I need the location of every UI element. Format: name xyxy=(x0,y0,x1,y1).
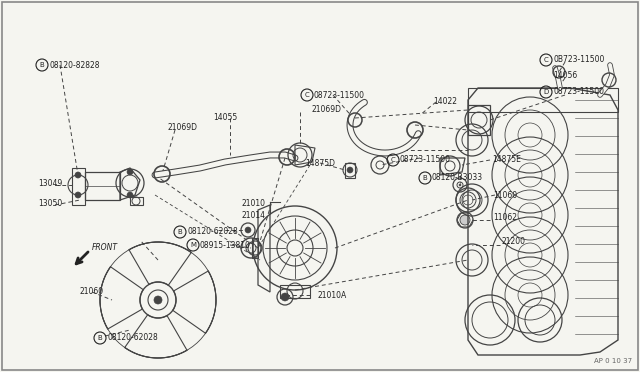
Circle shape xyxy=(460,215,470,225)
Text: 0B723-11500: 0B723-11500 xyxy=(553,55,604,64)
Circle shape xyxy=(459,184,461,186)
Circle shape xyxy=(75,192,81,198)
Text: 14022: 14022 xyxy=(433,97,457,106)
Text: B: B xyxy=(40,62,44,68)
Text: 21010A: 21010A xyxy=(318,291,348,299)
Circle shape xyxy=(154,296,162,304)
Text: 21069D: 21069D xyxy=(312,106,342,115)
Text: 11060: 11060 xyxy=(493,190,517,199)
Circle shape xyxy=(281,293,289,301)
Text: 08120-82828: 08120-82828 xyxy=(49,61,99,70)
Circle shape xyxy=(75,172,81,178)
Text: C: C xyxy=(305,92,309,98)
Text: 21014: 21014 xyxy=(241,211,265,219)
Text: B: B xyxy=(178,229,182,235)
Text: 21010: 21010 xyxy=(241,199,265,208)
Text: 21060: 21060 xyxy=(80,288,104,296)
Text: 14875E: 14875E xyxy=(492,155,521,164)
Text: 11062: 11062 xyxy=(493,214,517,222)
Text: B: B xyxy=(422,175,428,181)
Text: FRONT: FRONT xyxy=(92,244,118,253)
Text: C: C xyxy=(543,57,548,63)
Circle shape xyxy=(347,167,353,173)
Text: 13049: 13049 xyxy=(38,179,62,187)
Text: 08723-11500: 08723-11500 xyxy=(553,87,604,96)
Text: 21069D: 21069D xyxy=(168,124,198,132)
Circle shape xyxy=(127,169,133,175)
Circle shape xyxy=(127,192,133,198)
Text: D: D xyxy=(543,89,548,95)
Text: 21200: 21200 xyxy=(501,237,525,247)
Text: 13050: 13050 xyxy=(38,199,62,208)
Text: C: C xyxy=(390,157,396,163)
Circle shape xyxy=(245,227,251,233)
Text: 08723-11500: 08723-11500 xyxy=(314,90,365,99)
Text: 08915-13810: 08915-13810 xyxy=(200,241,251,250)
Text: AP 0 10 37: AP 0 10 37 xyxy=(594,358,632,364)
Text: 08120-62028: 08120-62028 xyxy=(187,228,237,237)
Text: 08120-62028: 08120-62028 xyxy=(107,334,157,343)
Text: 08723-11500: 08723-11500 xyxy=(400,155,451,164)
Text: 14056: 14056 xyxy=(553,71,577,80)
Text: B: B xyxy=(98,335,102,341)
Text: 08120-B3033: 08120-B3033 xyxy=(432,173,483,183)
Text: M: M xyxy=(190,242,196,248)
Text: 14055: 14055 xyxy=(213,113,237,122)
Text: 14875D: 14875D xyxy=(305,158,335,167)
